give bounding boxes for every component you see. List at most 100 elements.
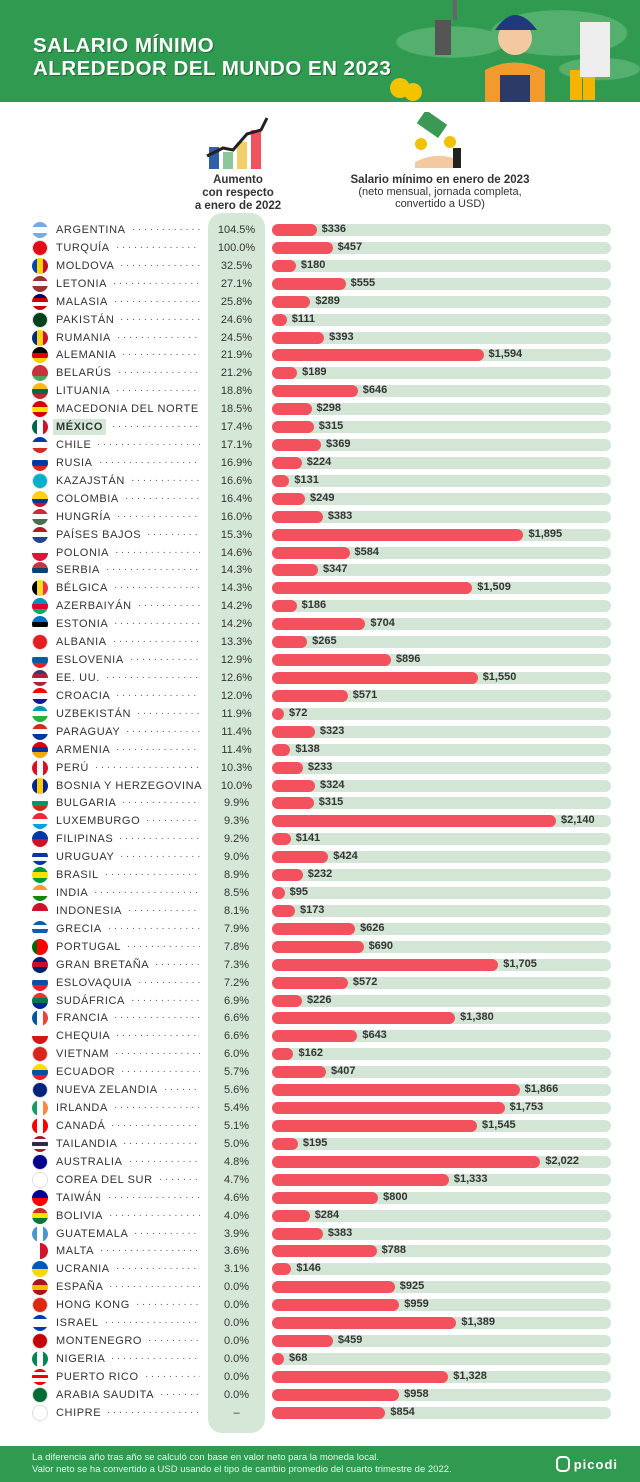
country-name: MONTENEGRO [56, 1335, 143, 1348]
bar-track [272, 797, 611, 810]
bar-track [272, 922, 611, 935]
wage-bar [272, 904, 295, 917]
wage-bar [272, 869, 303, 882]
country-row: TAILANDIA ······························ 5… [0, 1135, 640, 1153]
wage-bar [272, 277, 346, 290]
country-row: ARMENIA ······························ 11.… [0, 741, 640, 759]
wage-bar [272, 403, 312, 416]
wage-label: $141 [295, 832, 321, 845]
change-value: 0.0% [223, 1335, 250, 1348]
country-row: FILIPINAS ······························ 9… [0, 830, 640, 848]
wage-label: $72 [289, 706, 308, 719]
wage-bar [272, 474, 290, 487]
wage-label: $284 [314, 1208, 340, 1221]
country-row: LETONIA ······························ 27.… [0, 275, 640, 293]
change-value: 8.5% [223, 887, 250, 900]
flag-icon [32, 293, 48, 310]
flag-icon [32, 1153, 48, 1170]
wage-label: $323 [319, 724, 345, 737]
flag-icon [32, 544, 48, 561]
change-value: 12.9% [220, 654, 253, 667]
change-value: 4.0% [223, 1209, 250, 1222]
country-name: TAIWÁN [56, 1191, 102, 1204]
country-row: FRANCIA ······························ 6.6… [0, 1009, 640, 1027]
dot-leader: ······························ [109, 1281, 200, 1293]
country-row: BRASIL ······························ 8.9%… [0, 866, 640, 884]
title-line-2: ALREDEDOR DEL MUNDO EN 2023 [33, 57, 392, 80]
flag-icon [32, 1082, 48, 1099]
country-row: ESLOVENIA ······························ 1… [0, 651, 640, 669]
change-value: 32.5% [220, 259, 253, 272]
country-name: UZBEKISTÁN [56, 707, 132, 720]
wage-label: $1,389 [461, 1316, 495, 1329]
wage-label: $347 [323, 563, 348, 576]
wage-label: $854 [390, 1405, 415, 1418]
country-row: BELARÚS ······························ 21.… [0, 364, 640, 382]
flag-icon [32, 831, 48, 848]
bar-track [272, 241, 611, 254]
wage-bar [272, 546, 350, 559]
change-header-line-1: Aumento [213, 174, 263, 186]
country-row: GRECIA ······························ 7.9%… [0, 920, 640, 938]
country-row: ARABIA SAUDITA ··························… [0, 1386, 640, 1404]
wage-bar [272, 313, 287, 326]
wage-bar [272, 940, 364, 953]
page-title: SALARIO MÍNIMO ALREDEDOR DEL MUNDO EN 20… [33, 34, 391, 80]
dot-leader: ······························ [138, 600, 200, 612]
country-row: BÉLGICA ······························ 14.… [0, 579, 640, 597]
wage-bar [272, 833, 291, 846]
wage-label: $704 [370, 617, 395, 630]
country-name: SUDÁFRICA [56, 994, 125, 1007]
country-name: EE. UU. [56, 672, 100, 684]
wage-label: $690 [368, 939, 394, 952]
wage-label: $180 [300, 258, 326, 271]
flag-icon [32, 419, 48, 436]
change-value: 17.4% [220, 421, 253, 434]
wage-bar [272, 761, 303, 774]
wage-bar [272, 636, 308, 649]
dot-leader: ······························ [121, 1066, 200, 1078]
country-name: UCRANIA [56, 1263, 110, 1276]
wage-label: $189 [302, 366, 327, 379]
country-row: NUEVA ZELANDIA ··························… [0, 1081, 640, 1099]
country-row: PARAGUAY ······························ 11… [0, 723, 640, 741]
wage-bar [272, 492, 306, 505]
wage-label: $265 [312, 635, 337, 648]
dot-leader: ······························ [108, 922, 200, 934]
flag-icon [32, 1297, 48, 1314]
country-row: TURQUÍA ······························ 100… [0, 239, 640, 257]
dot-leader: ······························ [116, 1030, 200, 1042]
change-value: 100.0% [217, 241, 256, 254]
wage-label: $95 [289, 886, 308, 899]
bar-track [272, 725, 611, 738]
change-value: 21.2% [220, 367, 253, 380]
change-value: 14.3% [220, 564, 253, 577]
bar-track [272, 1209, 611, 1222]
country-row: GUATEMALA ······························ 3… [0, 1225, 640, 1243]
change-value: 3.9% [223, 1227, 250, 1240]
country-name: AZERBAIYÁN [56, 600, 132, 613]
change-value: 0.0% [223, 1281, 250, 1294]
change-value: 24.6% [220, 313, 253, 326]
dot-leader: ······························ [131, 994, 200, 1006]
country-row: CHILE ······························ 17.1%… [0, 436, 640, 454]
bar-track [272, 1048, 611, 1061]
change-column-header: Aumento con respecto a enero de 2022 [178, 112, 298, 213]
change-value: 8.9% [223, 869, 250, 882]
country-name: BÉLGICA [56, 582, 108, 595]
flag-icon [32, 974, 48, 991]
bar-track [272, 313, 611, 326]
wage-bar [272, 456, 302, 469]
country-row: ISRAEL ······························ 0.0%… [0, 1314, 640, 1332]
dot-leader: ······························ [94, 887, 200, 899]
country-row: PAÍSES BAJOS ····························… [0, 526, 640, 544]
flag-icon [32, 1028, 48, 1045]
bar-track [272, 456, 611, 469]
wage-bar [272, 1263, 292, 1276]
wage-label: $249 [310, 491, 335, 504]
dot-leader: ······························ [95, 761, 200, 773]
wage-label: $224 [306, 455, 332, 468]
country-name: BULGARIA [56, 797, 117, 810]
country-row: ALEMANIA ······························ 21… [0, 346, 640, 364]
country-row: INDIA ······························ 8.5% $… [0, 884, 640, 902]
